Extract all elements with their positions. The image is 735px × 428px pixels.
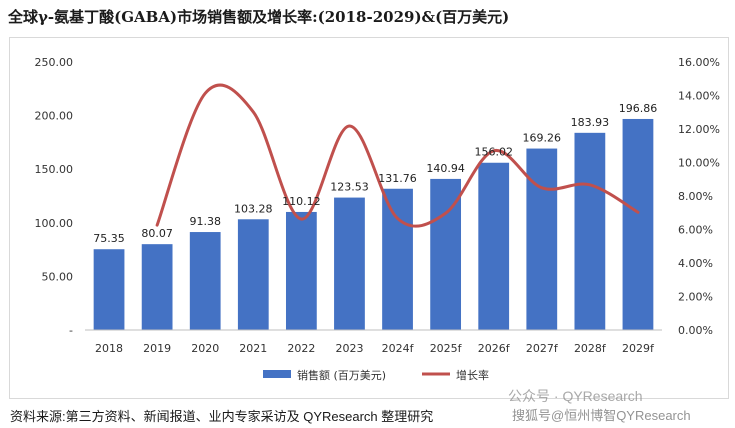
x-tick-label: 2029f: [622, 342, 655, 355]
chart-title: 全球γ-氨基丁酸(GABA)市场销售额及增长率:(2018-2029)&(百万美…: [8, 8, 510, 26]
bar: [189, 232, 221, 330]
y2-tick-label: 6.00%: [678, 224, 713, 237]
x-tick-label: 2018: [95, 342, 123, 355]
y2-tick-label: 14.00%: [678, 90, 720, 103]
x-tick-label: 2020: [191, 342, 219, 355]
bar: [622, 118, 654, 330]
bar: [478, 162, 510, 330]
y2-tick-label: 4.00%: [678, 257, 713, 270]
bar-value-label: 183.93: [571, 116, 610, 129]
x-tick-label: 2021: [239, 342, 267, 355]
legend-swatch-bar: [263, 370, 291, 378]
bar-value-label: 169.26: [523, 132, 562, 145]
watermark-text-2: 搜狐号@恒州博智QYResearch: [512, 408, 691, 423]
x-tick-label: 2026f: [478, 342, 511, 355]
y-tick-label: 200.00: [35, 110, 74, 123]
bar: [574, 132, 606, 330]
y2-tick-label: 0.00%: [678, 324, 713, 337]
chart-container: - 50.00 100.00 150.00 200.00 250.00 0.00% 2.00%…: [9, 37, 729, 399]
bar-value-label: 75.35: [93, 232, 125, 245]
bar: [93, 249, 125, 330]
bar: [141, 244, 173, 330]
growth-rate-line: [155, 83, 640, 228]
y2-tick-label: 12.00%: [678, 123, 720, 136]
y2-tick-label: 8.00%: [678, 190, 713, 203]
x-tick-label: 2019: [143, 342, 171, 355]
bar-value-label: 110.12: [282, 195, 321, 208]
legend-label-line: 增长率: [456, 368, 489, 382]
bar-value-label: 123.53: [330, 181, 369, 194]
y-tick-label: 250.00: [35, 56, 74, 69]
x-tick-label: 2023: [335, 342, 363, 355]
bar: [382, 188, 413, 330]
y2-tick-label: 16.00%: [678, 56, 720, 69]
x-tick-label: 2024f: [382, 342, 415, 355]
bar-value-label: 91.38: [189, 215, 221, 228]
y-tick-label: -: [69, 324, 73, 337]
y-tick-label: 50.00: [42, 270, 74, 283]
y-tick-label: 100.00: [35, 217, 74, 230]
y-tick-label: 150.00: [35, 163, 74, 176]
watermark-text: 公众号 · QYResearch: [508, 388, 643, 404]
bar: [334, 197, 365, 330]
bar: [237, 219, 269, 330]
x-tick-label: 2028f: [574, 342, 607, 355]
x-tick-label: 2027f: [526, 342, 559, 355]
source-note: 资料来源:第三方资料、新闻报道、业内专家采访及 QYResearch 整理研究: [10, 409, 434, 424]
bar-value-label: 140.94: [426, 162, 465, 175]
bar: [526, 148, 558, 330]
y2-tick-label: 2.00%: [678, 291, 713, 304]
bar-value-label: 80.07: [141, 227, 173, 240]
chart-svg: - 50.00 100.00 150.00 200.00 250.00 0.00% 2.00%…: [35, 56, 720, 382]
bar-value-label: 103.28: [234, 202, 273, 215]
x-tick-label: 2025f: [430, 342, 463, 355]
bar-value-label: 196.86: [619, 102, 658, 115]
bar: [285, 211, 317, 330]
y2-tick-label: 10.00%: [678, 157, 720, 170]
legend-label-bar: 销售额 (百万美元): [297, 368, 386, 382]
bar-value-label: 156.02: [474, 146, 513, 159]
x-tick-label: 2022: [287, 342, 315, 355]
bar-value-label: 131.76: [378, 172, 417, 185]
